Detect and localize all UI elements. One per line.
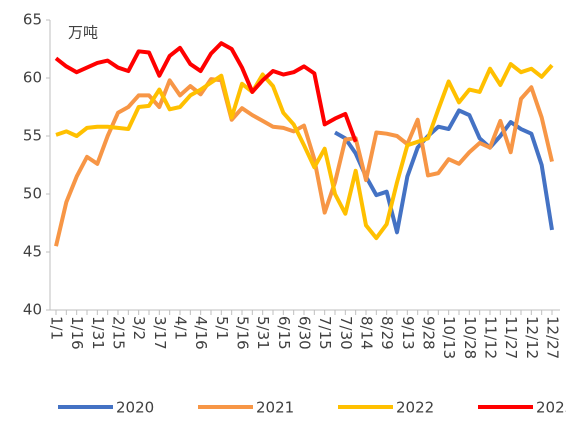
x-tick-label: 4/16 xyxy=(192,316,210,350)
x-tick-label: 1/1 xyxy=(48,316,66,340)
x-tick-label: 12/12 xyxy=(523,316,541,359)
x-tick-label: 8/29 xyxy=(378,316,396,350)
x-tick-label: 5/16 xyxy=(234,316,252,350)
x-tick-label: 8/14 xyxy=(358,316,376,350)
series-line xyxy=(54,41,358,143)
x-tick-label: 5/31 xyxy=(254,316,272,350)
x-tick-label: 3/2 xyxy=(130,316,148,340)
legend-label: 2020 xyxy=(116,399,154,417)
x-tick-label: 11/12 xyxy=(482,316,500,359)
y-tick-label: 60 xyxy=(23,69,42,87)
x-tick-label: 1/31 xyxy=(89,316,107,350)
x-tick-label: 6/15 xyxy=(275,316,293,350)
y-tick-label: 55 xyxy=(23,127,42,145)
series-line xyxy=(55,62,554,241)
x-tick-label: 4/1 xyxy=(172,316,190,340)
unit-annotation: 万吨 xyxy=(68,24,98,42)
x-tick-label: 9/28 xyxy=(420,316,438,350)
series-line xyxy=(54,77,554,247)
x-tick-label: 1/16 xyxy=(68,316,86,350)
x-tick-label: 3/17 xyxy=(151,316,169,350)
x-tick-label: 7/15 xyxy=(316,316,334,350)
x-tick-label: 10/13 xyxy=(440,316,458,359)
y-tick-label: 40 xyxy=(23,301,42,319)
x-tick-label: 9/13 xyxy=(399,316,417,350)
y-tick-label: 45 xyxy=(23,243,42,261)
x-tick-label: 2/15 xyxy=(110,316,128,350)
legend-label: 2022 xyxy=(396,399,434,417)
x-tick-label: 5/1 xyxy=(213,316,231,340)
x-tick-label: 10/28 xyxy=(461,316,479,359)
x-tick-label: 7/30 xyxy=(337,316,355,350)
legend-label: 2021 xyxy=(256,399,294,417)
legend-label: 2023 xyxy=(536,399,566,417)
y-tick-label: 65 xyxy=(23,11,42,29)
x-tick-label: 12/27 xyxy=(544,316,562,359)
x-tick-label: 11/27 xyxy=(502,316,520,359)
y-tick-label: 50 xyxy=(23,185,42,203)
x-tick-label: 6/30 xyxy=(296,316,314,350)
